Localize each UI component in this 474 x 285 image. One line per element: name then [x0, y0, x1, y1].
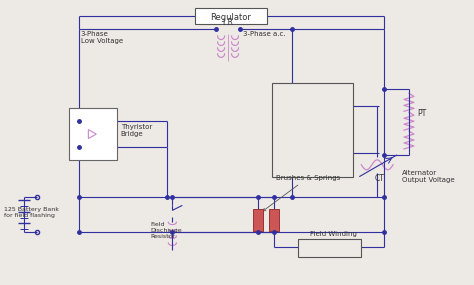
Bar [69, 108, 117, 160]
Bar [272, 83, 353, 177]
Text: 125 Battery Bank
for field flashing: 125 Battery Bank for field flashing [4, 207, 59, 218]
Text: 3-Phase a.c.: 3-Phase a.c. [243, 31, 286, 37]
Bar [298, 239, 361, 257]
Bar [253, 209, 263, 231]
Text: PT: PT [417, 109, 426, 118]
Text: Thyristor
Bridge: Thyristor Bridge [121, 124, 152, 137]
Text: Brushes & Springs: Brushes & Springs [263, 175, 340, 211]
Text: Regulator: Regulator [210, 13, 252, 22]
Text: I R: I R [223, 18, 233, 27]
Text: Field Winding: Field Winding [310, 231, 356, 237]
Text: Alternator
Output Voltage: Alternator Output Voltage [402, 170, 455, 183]
Text: CT: CT [374, 174, 384, 183]
Bar [269, 209, 279, 231]
Bar [195, 8, 267, 24]
Text: 3-Phase
Low Voltage: 3-Phase Low Voltage [81, 31, 123, 44]
Text: Field
Discharge
Resistor: Field Discharge Resistor [151, 222, 182, 239]
